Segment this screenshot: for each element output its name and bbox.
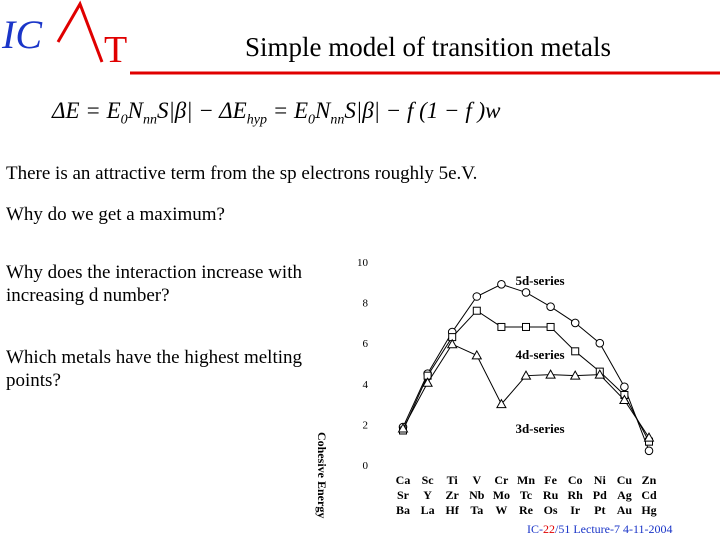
y-tick-label: 4 bbox=[363, 379, 369, 391]
x-tick-label: Rh bbox=[568, 488, 584, 502]
point bbox=[446, 338, 458, 349]
eq-sub: nn bbox=[142, 112, 157, 128]
logo-left: IC bbox=[1, 12, 43, 57]
eq-part: S|β| − f (1 − f )w bbox=[344, 98, 501, 123]
point bbox=[520, 370, 532, 380]
y-tick-label: 0 bbox=[363, 460, 369, 472]
paragraph: Which metals have the highest melting po… bbox=[6, 347, 303, 391]
footer-page: 22 bbox=[543, 522, 555, 536]
x-tick-label: Pd bbox=[593, 488, 607, 502]
x-tick-label: Mo bbox=[493, 488, 510, 502]
equation: ΔE = E0NnnS|β| − ΔEhyp = E0NnnS|β| − f (… bbox=[52, 98, 500, 129]
footer-prefix: IC- bbox=[527, 522, 543, 536]
footer-rest: /51 Lecture-7 4-11-2004 bbox=[555, 522, 673, 536]
point bbox=[620, 382, 629, 392]
y-tick-label: 8 bbox=[363, 298, 369, 310]
x-tick-label: Au bbox=[617, 503, 633, 517]
point bbox=[546, 322, 555, 331]
x-tick-label: Sc bbox=[422, 473, 435, 487]
x-tick-label: Cu bbox=[617, 473, 633, 487]
x-tick-label: Zn bbox=[642, 473, 657, 487]
x-tick-label: Tc bbox=[520, 488, 533, 502]
x-tick-label: Ru bbox=[543, 488, 559, 502]
point bbox=[397, 422, 409, 433]
y-tick-label: 2 bbox=[363, 419, 369, 431]
x-tick-label: V bbox=[472, 473, 481, 487]
x-tick-label: Hg bbox=[641, 503, 656, 517]
x-tick-label: Ca bbox=[396, 473, 411, 487]
x-tick-label: Re bbox=[519, 503, 534, 517]
point bbox=[422, 377, 433, 387]
point bbox=[570, 318, 580, 328]
x-tick-label: Y bbox=[423, 488, 432, 502]
point bbox=[472, 306, 481, 315]
x-tick-label: Co bbox=[568, 473, 583, 487]
x-tick-label: Mn bbox=[517, 473, 535, 487]
x-tick-label: Nb bbox=[469, 488, 485, 502]
logo-right: T bbox=[104, 29, 127, 71]
point bbox=[545, 369, 556, 379]
series-label: 4d-series bbox=[515, 347, 564, 362]
point bbox=[471, 349, 483, 360]
x-tick-label: Ag bbox=[617, 488, 632, 502]
eq-part: N bbox=[315, 98, 331, 123]
x-tick-label: Sr bbox=[397, 488, 410, 502]
x-tick-label: Zr bbox=[446, 488, 460, 502]
footer: IC-22/51 Lecture-7 4-11-2004 bbox=[527, 522, 673, 536]
x-tick-label: Ta bbox=[470, 503, 483, 517]
point bbox=[644, 446, 654, 456]
x-tick-label: Ir bbox=[570, 503, 581, 517]
point bbox=[496, 398, 507, 409]
x-tick-label: Hf bbox=[446, 503, 460, 517]
x-tick-label: Os bbox=[544, 503, 558, 517]
x-tick-label: Ti bbox=[447, 473, 459, 487]
eq-sub: hyp bbox=[246, 112, 267, 128]
eq-part: = E bbox=[266, 98, 309, 123]
point bbox=[643, 432, 655, 442]
point bbox=[497, 322, 506, 331]
eq-part: N bbox=[127, 98, 143, 123]
point bbox=[619, 394, 630, 405]
x-tick-label: W bbox=[495, 503, 507, 517]
series-label: 3d-series bbox=[515, 421, 564, 436]
point bbox=[522, 322, 530, 331]
point bbox=[594, 369, 606, 379]
y-axis-label: Cohesive Energy bbox=[315, 432, 329, 518]
point bbox=[497, 280, 506, 289]
title: Simple model of transition metals bbox=[245, 32, 611, 62]
x-tick-label: Cd bbox=[641, 488, 657, 502]
eq-sub: 0 bbox=[308, 112, 316, 128]
x-tick-label: La bbox=[421, 503, 435, 517]
eq-part: ΔE = E bbox=[52, 98, 121, 123]
logo-lambda bbox=[56, 0, 104, 63]
point bbox=[571, 347, 580, 356]
series-label: 5d-series bbox=[515, 273, 564, 288]
x-tick-label: Fe bbox=[544, 473, 557, 487]
point bbox=[472, 292, 482, 301]
eq-sub: nn bbox=[330, 112, 345, 128]
point bbox=[546, 302, 555, 311]
eq-part: S|β| − ΔE bbox=[156, 98, 247, 123]
point bbox=[569, 370, 581, 380]
point bbox=[521, 288, 531, 297]
x-tick-label: Cr bbox=[494, 473, 509, 487]
x-tick-label: Ni bbox=[594, 473, 607, 487]
x-tick-label: Pt bbox=[594, 503, 605, 517]
eq-sub: 0 bbox=[120, 112, 128, 128]
y-tick-label: 10 bbox=[357, 257, 369, 269]
paragraph: Why does the interaction increase with i… bbox=[6, 262, 302, 306]
paragraph: Why do we get a maximum? bbox=[6, 204, 225, 225]
paragraph: There is an attractive term from the sp … bbox=[6, 163, 478, 184]
y-tick-label: 6 bbox=[363, 338, 369, 350]
x-tick-label: Ba bbox=[396, 503, 410, 517]
point bbox=[595, 338, 605, 348]
